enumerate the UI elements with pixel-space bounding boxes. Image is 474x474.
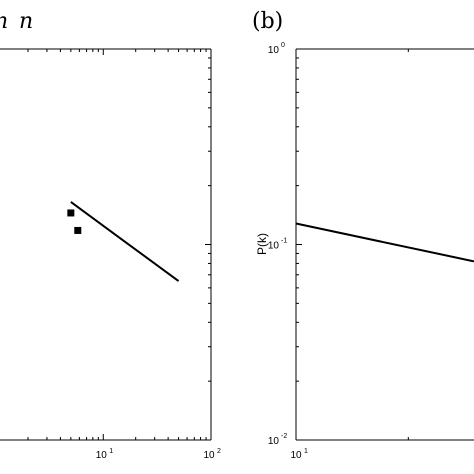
panel-b-y-tick-label-exp-1: -1: [281, 238, 287, 245]
panel-a-x-tick-label-exp-1: 2: [217, 448, 221, 455]
panel-b: P(k) 10 010 -110 -210 1: [255, 42, 474, 461]
panel-a-x-tick-label-base-1: 10: [203, 450, 215, 461]
panel-b-y-axis-label: P(k): [255, 233, 269, 255]
panel-a-x-tick-label-exp-0: 1: [109, 448, 113, 455]
panel-a-x-tick-label-base-0: 10: [96, 450, 108, 461]
panel-a-label-math: n: [19, 9, 33, 34]
panel-b-label: (b): [252, 9, 283, 34]
panel-a-fit-line: [70, 201, 180, 282]
panel-b-x-tick-label-exp-0: 1: [304, 448, 308, 455]
panel-b-y-tick-label-base-0: 10: [268, 45, 280, 56]
panel-b-y-tick-label-exp-2: -2: [281, 433, 287, 440]
panel-a-data-point-0: [67, 209, 75, 217]
panel-b-y-tick-label-base-2: 10: [268, 436, 280, 447]
panel-b-y-tick-label-base-1: 10: [268, 241, 280, 252]
panel-a: 10 1 10 2: [0, 48, 221, 461]
panel-b-series-line: [295, 222, 474, 263]
panel-a-data-point-1: [74, 226, 82, 234]
panel-b-x-tick-label-base-0: 10: [290, 450, 302, 461]
panel-b-y-tick-label-exp-0: 0: [281, 42, 285, 49]
panel-a-label-fragment: n: [0, 9, 8, 34]
